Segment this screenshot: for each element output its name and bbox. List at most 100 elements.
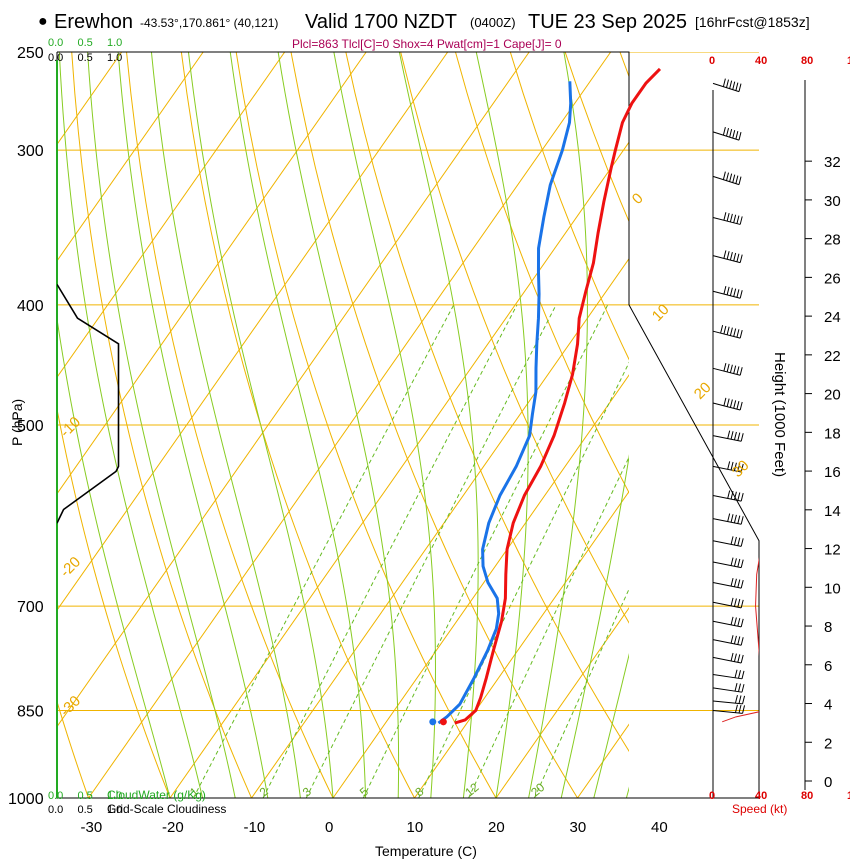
wind-barb (712, 175, 740, 186)
wind-barb-flag (730, 635, 734, 644)
wind-barb-flag (736, 289, 740, 298)
x-tick-label: -10 (244, 819, 266, 836)
wind-barb-flag (727, 430, 731, 439)
height-tick-label: 28 (824, 232, 841, 249)
wind-barb-flag (736, 215, 740, 224)
wind-barb-flag (737, 618, 741, 627)
height-tick-label: 2 (824, 735, 832, 752)
mixing-ratio-label: 5 (357, 784, 371, 799)
x-tick-label: 40 (651, 819, 668, 836)
wind-barb (712, 82, 740, 93)
height-tick-label: 6 (824, 658, 832, 675)
moist-adiabat (150, 52, 301, 798)
station-name: Erewhon (54, 11, 133, 33)
dry-adiabat (180, 52, 416, 798)
wind-barb-flag (740, 493, 744, 502)
wind-barb-flag (734, 695, 738, 704)
wind-barbs (712, 78, 746, 714)
wind-barb-flag (727, 461, 731, 470)
wind-barb-flag (727, 513, 731, 522)
mixing-ratio-line (305, 304, 557, 798)
cloud-scale-label: 0.0 (48, 52, 63, 64)
wind-barb-flag (740, 580, 744, 589)
cloud-scale-label: 0.0 (48, 37, 63, 49)
moist-adiabat (593, 652, 629, 798)
wind-barb-flag (733, 617, 737, 626)
wind-barb-flag (734, 704, 738, 713)
wind-barb-flag (740, 654, 744, 664)
wind-barb-flag (733, 578, 737, 587)
wind-barb (712, 710, 743, 714)
wind-barb-flag (733, 536, 737, 546)
wind-barb-flag (727, 490, 731, 499)
pressure-tick-label: 850 (17, 704, 44, 721)
cloudwater-title: CloudWater (g/Kg) (107, 788, 206, 802)
wind-barb-flag (738, 176, 742, 185)
dry-adiabat (400, 52, 629, 624)
wind-barb-flag (729, 213, 733, 223)
wind-barb-flag (737, 432, 741, 441)
wind-speed-scale-label: 40 (755, 55, 767, 67)
height-tick-label: 8 (824, 619, 832, 636)
wind-barb-flag (723, 250, 727, 259)
wind-speed-scale-label: 80 (801, 55, 813, 67)
wind-barb-flag (723, 362, 727, 372)
wind-barb-flag (726, 398, 730, 407)
height-tick-label: 24 (824, 309, 841, 326)
wind-barb (712, 700, 743, 705)
wind-speed-scale-label: 40 (755, 790, 767, 802)
isotherm-line (57, 52, 286, 379)
wind-barb-flag (733, 400, 737, 409)
wind-barb (712, 601, 742, 609)
wind-barb-flag (735, 131, 739, 140)
isotherm-line (57, 52, 204, 262)
moist-adiabat (528, 52, 588, 798)
wind-barb-flag (739, 367, 743, 376)
wind-barb-flag (740, 538, 744, 547)
cloud-scale-label: 0.5 (78, 52, 93, 64)
cloudiness-line (57, 283, 120, 524)
wind-barb-flag (736, 329, 740, 338)
wind-barb (712, 674, 743, 680)
wind-barb-flag (730, 536, 734, 545)
wind-barb (712, 290, 741, 299)
forecast-info: [16hrFcst@1853z] (695, 14, 810, 30)
header-bullet: ● (38, 13, 48, 30)
cloudiness-title: Grid-Scale Cloudiness (107, 802, 226, 816)
wind-barb-flag (730, 514, 734, 523)
height-tick-label: 14 (824, 503, 841, 520)
wind-speed-title: Speed (kt) (732, 802, 787, 816)
wind-barb-flag (741, 670, 745, 679)
wind-barb-flag (733, 328, 737, 337)
cloud-scale-label: 0.0 (48, 804, 63, 816)
wind-barb (712, 687, 743, 693)
wind-barb-flag (739, 254, 743, 263)
x-tick-label: 30 (570, 819, 587, 836)
y-axis-title: P (hPa) (9, 399, 25, 446)
wind-barb (712, 495, 742, 502)
dry-adiabat (345, 52, 629, 753)
wind-barb (712, 435, 742, 442)
wind-speed-scale-label: 12 (847, 55, 850, 67)
wind-barb-flag (740, 618, 744, 627)
wind-barb-flag (740, 559, 744, 568)
valid-time: Valid 1700 NZDT (305, 11, 457, 33)
height-tick-label: 20 (824, 387, 841, 404)
mixing-ratio-line (534, 588, 629, 798)
wind-barb-flag (733, 653, 737, 662)
wind-barb-flag (726, 172, 729, 181)
dry-adiabat (839, 52, 850, 824)
wind-barb (712, 131, 740, 141)
pressure-tick-label: 700 (17, 599, 44, 616)
wind-barb-flag (726, 128, 729, 137)
wind-barb-flag (737, 537, 741, 546)
chart-grid (57, 52, 850, 824)
surface-temperature-marker (439, 718, 447, 726)
height-tick-label: 26 (824, 270, 841, 287)
moist-adiabat (560, 454, 629, 798)
wind-barb-flag (730, 597, 734, 606)
dry-adiabat (564, 52, 629, 223)
wind-barb (712, 330, 741, 339)
dry-adiabat (126, 52, 334, 798)
